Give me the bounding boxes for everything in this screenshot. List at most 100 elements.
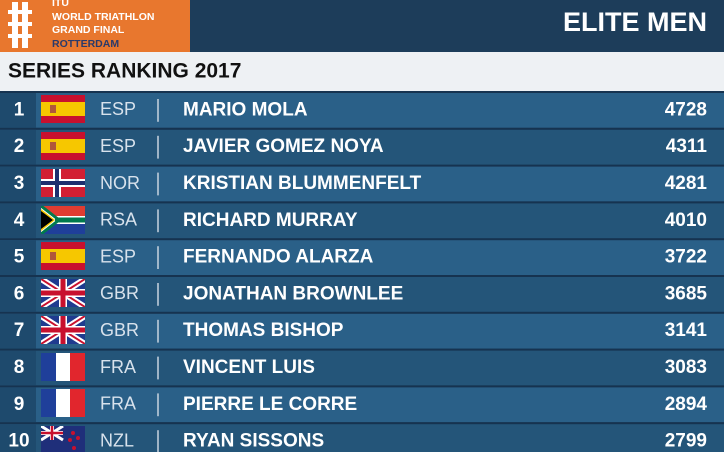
row-background [0,164,724,202]
row-background [0,311,724,349]
athlete-name: FERNANDO ALARZA [183,247,374,268]
country-code: ESP [100,136,136,156]
country-code: NOR [100,173,140,193]
logo-line: WORLD TRIATHLON [52,11,154,23]
flag [41,206,85,234]
rank-cell [0,424,36,452]
row: 2 ESP JAVIER GOMEZ NOYA 4311 [0,127,724,165]
points: 4311 [666,136,708,157]
row: 10 NZL RYAN SISSONS 2799 [0,422,724,452]
flag [41,242,85,270]
flag [41,169,85,197]
points: 2894 [665,394,708,415]
row: 4 RSA RICHARD MURRAY 4010 [0,201,724,239]
flag [41,353,85,381]
rank-cell [0,387,36,423]
row-background [0,385,724,423]
row: 8 FRA VINCENT LUIS 3083 [0,348,724,386]
row-background [0,91,724,128]
points: 4010 [665,210,707,231]
row-background [0,422,724,452]
athlete-name: JAVIER GOMEZ NOYA [183,136,384,157]
row-separator [0,91,724,93]
logo-line: GRAND FINAL [52,24,125,36]
points: 3083 [665,357,707,378]
row: 3 NOR KRISTIAN BLUMMENFELT 4281 [0,164,724,202]
country-code: ESP [100,99,136,119]
flag [41,279,85,307]
athlete-name: VINCENT LUIS [183,357,315,378]
row-separator [0,275,724,277]
rank-cell [0,129,36,165]
country-code: FRA [100,357,136,377]
logo-line: ITU [52,0,69,9]
country-code: GBR [100,320,139,340]
athlete-name: JONATHAN BROWNLEE [183,283,403,304]
row: 9 FRA PIERRE LE CORRE 2894 [0,385,724,423]
rank: 5 [14,247,25,268]
points: 3141 [665,320,708,341]
row-separator [0,422,724,425]
logo-line: ROTTERDAM [52,38,119,50]
country-code: FRA [100,394,136,414]
flag [41,426,85,452]
category-title: ELITE MEN [563,7,707,37]
points: 3685 [665,283,708,304]
rank: 8 [14,357,25,378]
row: 1 ESP MARIO MOLA 4728 [0,91,724,128]
row: 6 GBR JONATHAN BROWNLEE 3685 [0,275,724,312]
points: 4281 [665,173,708,194]
flag [41,95,85,123]
points: 4728 [665,99,707,120]
rank: 4 [14,210,25,231]
country-code: RSA [100,210,137,230]
row-separator [0,238,724,241]
rank-cell [0,93,36,128]
rank-cell [0,166,36,202]
rank: 3 [14,173,25,194]
athlete-name: RYAN SISSONS [183,431,324,452]
athlete-name: PIERRE LE CORRE [183,394,357,415]
athlete-name: THOMAS BISHOP [183,320,344,341]
rank-cell [0,313,36,349]
points: 2799 [665,431,707,452]
row-separator [0,311,724,314]
athlete-name: KRISTIAN BLUMMENFELT [183,173,422,194]
flag [41,132,85,160]
rank: 2 [14,136,25,157]
country-code: ESP [100,246,136,266]
rank-cell [0,203,36,239]
row-background [0,201,724,239]
table-title: SERIES RANKING 2017 [8,60,241,83]
rank: 9 [14,394,25,415]
rank: 1 [14,99,25,120]
row-separator [0,164,724,167]
rows: 1 ESP MARIO MOLA 4728 2 ESP JAVIER GOMEZ NOYA 4… [0,91,724,452]
row: 5 ESP FERNANDO ALARZA 3722 [0,238,724,275]
rank: 7 [14,320,25,341]
row-separator [0,385,724,388]
rank: 6 [14,283,25,304]
athlete-name: MARIO MOLA [183,99,308,120]
subtitle-bar [0,52,724,91]
rank-cell [0,350,36,386]
rank: 10 [8,431,29,452]
rank-cell [0,240,36,275]
row-separator [0,348,724,351]
row-background [0,348,724,386]
logo-mark [8,2,32,48]
flag [41,389,85,417]
row-background [0,238,724,275]
flag [41,316,85,344]
row: 7 GBR THOMAS BISHOP 3141 [0,311,724,349]
row-background [0,127,724,165]
row-separator [0,201,724,204]
row-background [0,275,724,312]
athlete-name: RICHARD MURRAY [183,210,358,231]
points: 3722 [665,247,707,268]
rank-cell [0,277,36,312]
row-separator [0,127,724,130]
country-code: NZL [100,430,134,450]
country-code: GBR [100,283,139,303]
